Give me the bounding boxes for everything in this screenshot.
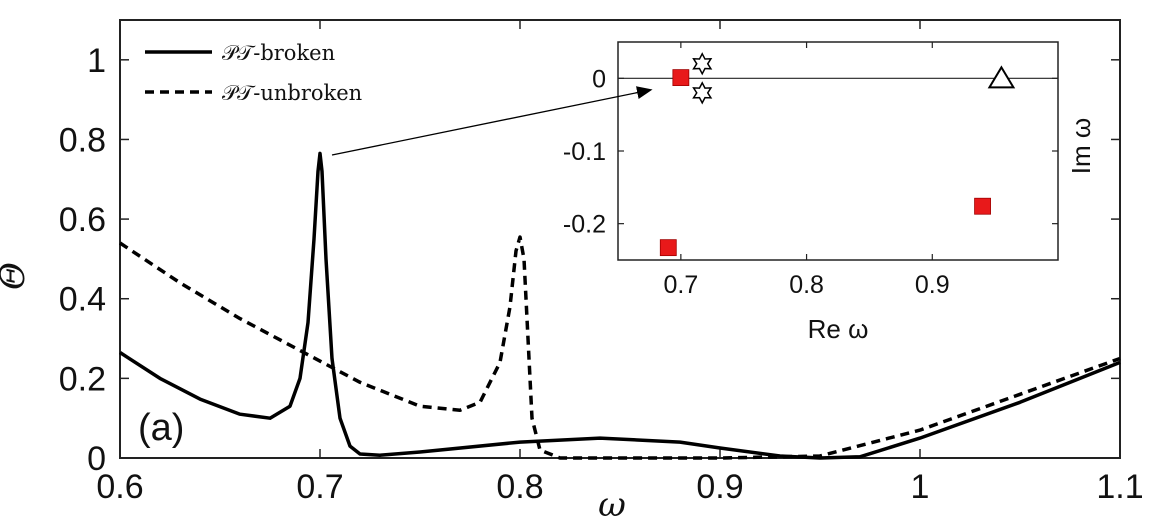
- series-line-pt-broken: [119, 151, 1121, 460]
- main-y-tick-label: 0: [87, 440, 106, 478]
- main-x-tick-label: 1: [911, 468, 930, 506]
- inset-marker-triangle: [987, 65, 1016, 89]
- inset-marker-star: [692, 52, 713, 76]
- inset-marker-square: [974, 197, 991, 215]
- inset-marker-star: [692, 81, 713, 105]
- inset-marker-square: [672, 69, 690, 87]
- main-x-tick-label: 1.1: [1096, 468, 1143, 506]
- inset-y-tick-label: -0.2: [563, 211, 606, 239]
- main-y-tick-label: 0.2: [59, 360, 106, 398]
- inset-x-tick-label: 0.9: [915, 271, 950, 299]
- inset-markers: [659, 52, 1016, 257]
- main-y-tick-label: 0.6: [59, 201, 106, 239]
- inset-x-tick-label: 0.7: [663, 271, 698, 299]
- main-x-tick-label: 0.8: [496, 468, 543, 506]
- inset-x-axis-label: Re ω: [808, 314, 869, 344]
- main-y-axis-label: Θ: [0, 262, 33, 290]
- inset-ticks: 0.7 0.8 0.9 0 -0.1 -0.2: [563, 42, 1058, 299]
- main-x-tick-label: 0.9: [696, 468, 743, 506]
- legend: 𝒫𝒯-broken 𝒫𝒯-unbroken: [145, 41, 362, 105]
- main-x-tick-label: 0.6: [96, 468, 143, 506]
- inset-y-tick-label: -0.1: [563, 138, 606, 166]
- main-y-tick-label: 0.8: [59, 121, 106, 159]
- panel-label: (a): [138, 407, 184, 449]
- main-y-tick-label: 0.4: [59, 281, 106, 319]
- main-y-tick-label: 1: [87, 42, 106, 80]
- legend-label-broken: 𝒫𝒯-broken: [222, 41, 335, 65]
- main-plot-lines: [119, 151, 1121, 460]
- inset-x-tick-label: 0.8: [789, 271, 824, 299]
- series-line-pt-unbroken: [119, 235, 1121, 460]
- legend-label-unbroken: 𝒫𝒯-unbroken: [222, 81, 362, 105]
- annotation-arrow: [331, 86, 653, 156]
- main-x-axis-label: ω: [598, 485, 626, 525]
- inset-y-tick-label: 0: [592, 65, 606, 93]
- main-ticks: 0.6 0.7 0.8 0.9 1 1.1 0 0.2 0.4 0.6 0.8 1: [59, 20, 1144, 506]
- main-x-tick-label: 0.7: [296, 468, 343, 506]
- inset-y-axis-label: Im ω: [1066, 118, 1096, 174]
- inset-marker-square: [659, 239, 677, 257]
